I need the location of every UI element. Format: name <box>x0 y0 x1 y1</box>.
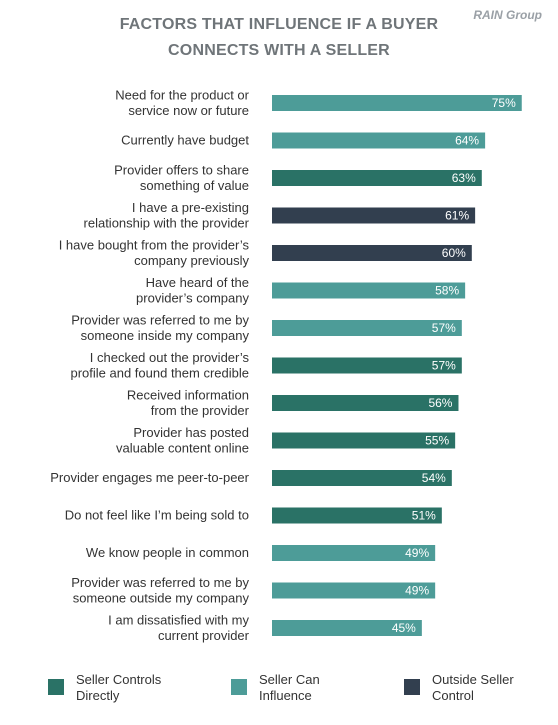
category-label: I have bought from the provider’s company… <box>59 237 250 268</box>
data-label: 58% <box>435 284 459 298</box>
category-label: We know people in common <box>86 545 249 560</box>
bar <box>272 170 482 186</box>
data-label: 63% <box>452 171 476 185</box>
chart-title-line-2: CONNECTS WITH A SELLER <box>168 42 390 59</box>
bar <box>272 582 436 599</box>
chart-title: FACTORS THAT INFLUENCE IF A BUYER CONNEC… <box>0 12 558 64</box>
legend-item-outside-control: Outside Seller Control <box>404 672 542 704</box>
legend-label: Seller Can Influence <box>259 672 320 703</box>
legend-item-seller-controls: Seller Controls Directly <box>48 672 186 704</box>
category-label: Received information from the provider <box>127 387 250 418</box>
legend-swatch <box>231 679 247 695</box>
bar <box>272 357 462 374</box>
legend: Seller Controls Directly Seller Can Infl… <box>0 672 558 712</box>
data-label: 60% <box>442 246 466 260</box>
bar <box>272 282 466 299</box>
category-label: I checked out the provider’s profile and … <box>70 350 249 381</box>
category-label: Do not feel like I’m being sold to <box>65 508 249 523</box>
data-label: 61% <box>445 209 469 223</box>
legend-item-seller-influence: Seller Can Influence <box>231 672 369 704</box>
legend-label: Seller Controls Directly <box>76 672 162 703</box>
bar <box>272 620 422 636</box>
bar <box>272 507 442 524</box>
bar <box>272 545 436 561</box>
data-label: 64% <box>455 134 479 148</box>
data-label: 75% <box>492 96 516 110</box>
category-label: Provider has posted valuable content onli… <box>116 425 249 456</box>
category-label: Provider engages me peer-to-peer <box>50 470 249 485</box>
data-label: 54% <box>422 471 446 485</box>
category-label: Provider offers to share something of val… <box>114 162 249 193</box>
category-label: Have heard of the provider’s company <box>136 275 249 306</box>
bar <box>272 207 476 224</box>
data-label: 55% <box>425 434 449 448</box>
data-label: 51% <box>412 509 436 523</box>
bar <box>272 95 522 111</box>
data-label: 57% <box>432 359 456 373</box>
bar-chart: 75% Need for the product or service now or… <box>50 87 522 643</box>
data-label: 45% <box>392 621 416 635</box>
category-label: I have a pre-existing relationship with t… <box>84 200 250 231</box>
data-label: 49% <box>405 584 429 598</box>
data-label: 49% <box>405 546 429 560</box>
bar <box>272 470 452 486</box>
bar <box>272 132 486 149</box>
category-label: Provider was referred to me by someone in… <box>71 312 249 343</box>
category-label: Currently have budget <box>121 133 249 148</box>
brand-label: RAIN Group <box>473 8 542 22</box>
data-label: 56% <box>428 396 452 410</box>
bar <box>272 245 472 261</box>
category-label: Need for the product or service now or fu… <box>115 87 249 118</box>
category-label: I am dissatisfied with my current provide… <box>108 612 250 643</box>
legend-label: Outside Seller Control <box>432 672 514 703</box>
bar <box>272 395 459 411</box>
legend-swatch <box>48 679 64 695</box>
chart-title-line-1: FACTORS THAT INFLUENCE IF A BUYER <box>119 16 439 33</box>
category-label: Provider was referred to me by someone ou… <box>71 575 249 606</box>
data-label: 57% <box>432 321 456 335</box>
legend-swatch <box>404 679 420 695</box>
bar <box>272 320 462 336</box>
bar <box>272 432 456 449</box>
